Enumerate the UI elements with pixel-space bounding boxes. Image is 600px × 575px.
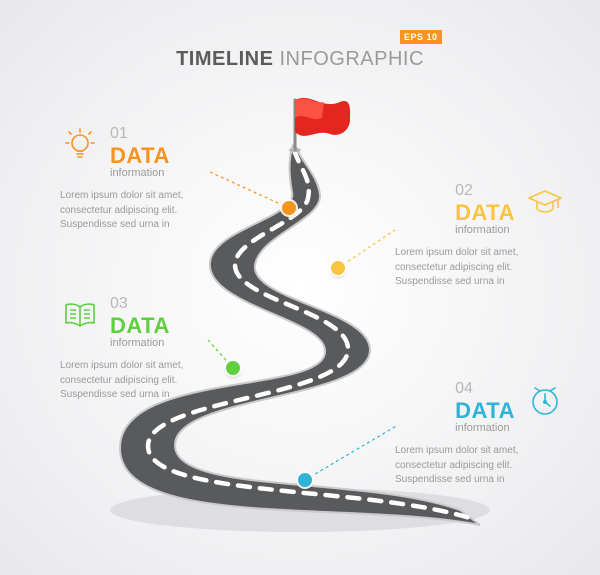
marker-01	[282, 201, 296, 215]
item-02: 02 DATA information Lorem ipsum dolor si…	[395, 182, 565, 290]
item-04-label: DATA	[455, 398, 515, 424]
item-02-label: DATA	[455, 200, 515, 226]
marker-04	[298, 473, 312, 487]
item-03-num: 03	[110, 295, 128, 312]
item-01: 01 DATA information Lorem ipsum dolor si…	[60, 125, 230, 233]
item-03-body: Lorem ipsum dolor sit amet, consectetur …	[60, 359, 230, 403]
item-03-label: DATA	[110, 313, 170, 339]
item-01-num: 01	[110, 125, 128, 142]
item-02-body: Lorem ipsum dolor sit amet, consectetur …	[395, 246, 565, 290]
clock-icon	[525, 380, 565, 420]
item-01-label: DATA	[110, 143, 170, 169]
marker-02	[331, 261, 345, 275]
cap-icon	[525, 182, 565, 222]
item-02-num: 02	[455, 182, 473, 199]
item-04: 04 DATA information Lorem ipsum dolor si…	[395, 380, 565, 488]
item-01-sub: information	[110, 167, 170, 179]
item-03: 03 DATA information Lorem ipsum dolor si…	[60, 295, 230, 403]
book-icon	[60, 295, 100, 335]
item-04-num: 04	[455, 380, 473, 397]
item-04-body: Lorem ipsum dolor sit amet, consectetur …	[395, 444, 565, 488]
bulb-icon	[60, 125, 100, 165]
infographic-stage: EPS 10 TIMELINE INFOGRAPHIC	[0, 0, 600, 575]
item-03-sub: information	[110, 337, 170, 349]
item-02-sub: information	[455, 224, 515, 236]
item-01-body: Lorem ipsum dolor sit amet, consectetur …	[60, 189, 230, 233]
item-04-sub: information	[455, 422, 515, 434]
